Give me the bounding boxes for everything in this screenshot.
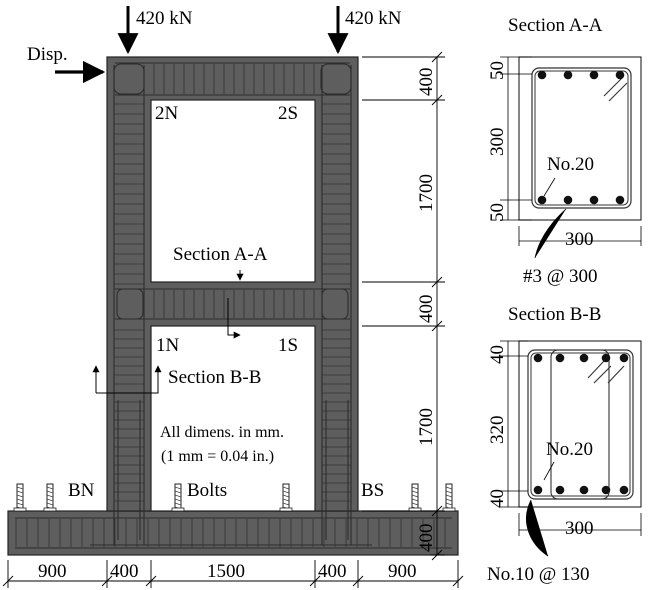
anchor-bolts: [13, 483, 456, 512]
joint-label-2n: 2N: [155, 103, 179, 124]
section-a-cover-bottom: 50: [487, 203, 508, 222]
section-a-bars: [537, 70, 625, 205]
section-b-cover-bottom: 40: [487, 489, 508, 508]
hdim-1: 900: [38, 561, 67, 582]
section-a-cover-top: 50: [487, 61, 508, 80]
section-a-depth: 300: [487, 128, 508, 157]
lower-opening: [150, 325, 316, 512]
section-b-stirrup-label: No.10 @ 130: [487, 564, 589, 585]
section-a-outline: [518, 56, 642, 221]
section-a-stirrup-label: #3 @ 300: [523, 266, 598, 287]
joint-label-2s: 2S: [278, 103, 298, 124]
load-arrows: [55, 6, 349, 84]
section-b-bars: [533, 353, 629, 495]
joint-label-1n: 1N: [156, 335, 180, 356]
vdim-4: 1700: [416, 408, 437, 446]
joint-label-1s: 1S: [278, 335, 298, 356]
vdim-1: 400: [416, 68, 437, 97]
section-b-bar-label: No.20: [546, 439, 593, 460]
vdim-5: 400: [416, 524, 437, 553]
upper-opening: [150, 99, 316, 283]
section-b-title: Section B-B: [508, 304, 601, 325]
longitudinal-rebar: [15, 62, 452, 549]
section-b-width: 300: [565, 518, 594, 539]
vertical-dimension-chain: [362, 51, 445, 561]
base-north-label: BN: [68, 480, 95, 501]
section-a-stirrup: [531, 67, 632, 209]
section-cut-markers: [92, 270, 244, 394]
hdim-3: 1500: [207, 561, 245, 582]
base-south-label: BS: [361, 480, 384, 501]
vdim-2: 1700: [416, 174, 437, 212]
section-b-depth: 320: [487, 416, 508, 445]
bolts-label: Bolts: [187, 480, 227, 501]
hdim-2: 400: [110, 561, 139, 582]
disp-label: Disp.: [27, 44, 68, 65]
stirrup-lines: [15, 64, 446, 547]
horizontal-dimension-chain: [2, 560, 464, 588]
section-a-ref: Section A-A: [173, 244, 268, 265]
section-a-title: Section A-A: [508, 15, 603, 36]
section-b-inner-hoop: [550, 349, 610, 500]
left-load-label: 420 kN: [136, 8, 193, 29]
vdim-3: 400: [416, 295, 437, 324]
section-a-width: 300: [565, 229, 594, 250]
section-a-bar-label: No.20: [547, 154, 594, 175]
hdim-5: 900: [388, 561, 417, 582]
hdim-4: 400: [318, 561, 347, 582]
section-b-ref: Section B-B: [168, 367, 261, 388]
section-a-a: Section A-A 50 300 50 300 No.20 #3 @ 300: [487, 15, 642, 287]
note-units: All dimens. in mm.: [160, 424, 284, 441]
frame-elevation: [7, 56, 459, 556]
section-b-b: Section B-B 40 320 40 300 No.20 No.10 @ …: [487, 304, 642, 585]
right-load-label: 420 kN: [345, 8, 402, 29]
section-b-outline: [518, 340, 642, 508]
note-conversion: (1 mm = 0.04 in.): [161, 448, 274, 465]
section-b-cover-top: 40: [487, 345, 508, 364]
